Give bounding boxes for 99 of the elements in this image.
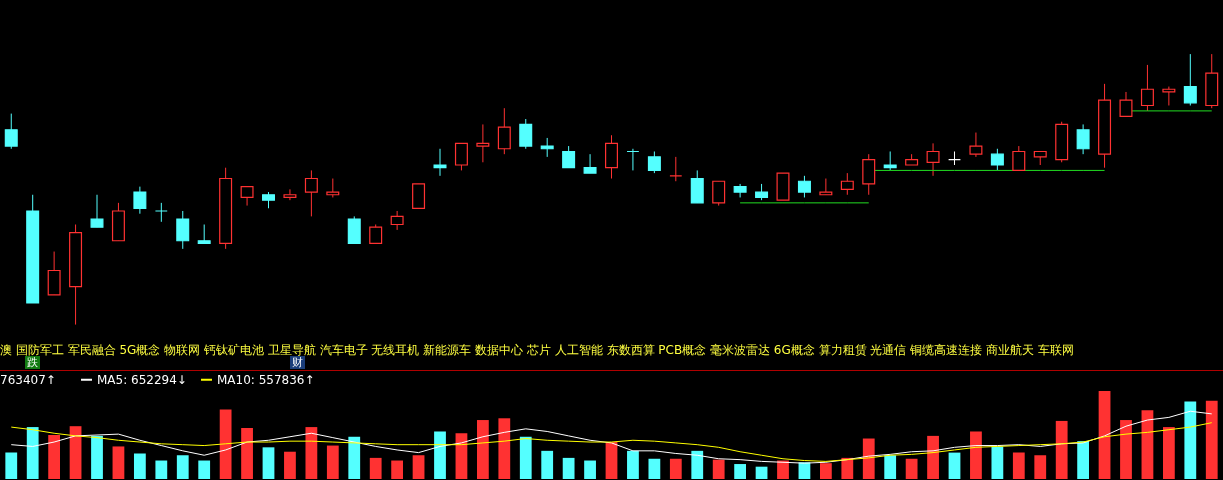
bar [26,427,39,479]
bar [1184,401,1197,479]
bar [841,457,854,479]
bar [734,464,747,479]
bar [176,455,189,479]
bar [1034,455,1047,479]
candlestick [283,188,297,201]
candlestick [1119,91,1133,117]
bar [241,427,253,479]
candlestick [583,153,597,174]
bar [326,445,339,479]
text: 财 [290,356,305,369]
bar [1141,410,1154,479]
bar [1205,400,1218,479]
candlestick [476,123,490,163]
bar [519,436,532,479]
bar [198,460,211,479]
candlestick [133,186,147,215]
bar [562,457,575,479]
bar [819,463,832,479]
bar [712,459,725,479]
bar [155,460,168,479]
bar [434,431,446,479]
bar [476,420,489,479]
bar [669,458,682,479]
bar [777,460,789,479]
bar [755,466,768,479]
candlestick [1162,86,1176,106]
candlestick [369,224,383,245]
candlestick [948,150,961,166]
candlestick [1076,123,1090,155]
candlestick [390,210,404,231]
candlestick [1012,145,1026,172]
bar [91,435,103,479]
bar [1077,441,1090,479]
candlestick [990,148,1004,171]
bar [605,442,618,479]
bar [884,455,897,479]
candlestick [562,145,576,169]
bar [584,460,596,479]
candlestick [540,137,554,158]
bar [648,458,661,479]
candlestick [840,172,854,196]
candlestick [712,180,726,207]
bar [905,458,918,479]
legend-label: MA5: 652294↓ [97,372,187,387]
candlestick [1140,64,1154,112]
bar [1098,391,1111,479]
legend-label: MA10: 557836↑ [217,372,315,387]
bar [1012,452,1025,479]
candlestick [90,194,104,228]
bar [862,438,875,479]
candlestick [304,169,318,217]
candlestick [433,148,447,177]
bar [948,452,961,479]
bar [1120,420,1132,479]
bar [970,431,982,479]
candlestick [969,132,983,158]
bar [262,447,275,479]
bar [284,451,296,479]
text: 763407↑ [0,373,56,387]
bar [927,435,939,479]
candlestick [819,178,833,196]
bar [627,450,639,479]
bar [133,453,146,479]
bar [69,426,82,479]
bar [305,427,318,479]
candlestick [176,210,190,250]
candlestick [669,156,683,182]
bar [541,450,554,479]
candlestick [926,142,940,177]
candlestick [326,178,340,198]
bar [112,446,125,479]
bar [369,457,382,479]
bar [412,455,425,479]
bar [1055,420,1068,479]
candlestick [797,175,811,198]
bar [691,450,704,479]
candlestick [647,150,661,174]
bar [391,460,404,479]
candlestick [519,118,533,150]
candlestick [626,148,640,171]
bar [348,436,361,479]
candlestick [4,113,18,150]
candlestick [197,224,211,245]
bar [48,435,61,479]
candlestick [154,202,168,223]
bar [5,452,18,479]
bar [991,446,1004,479]
candlestick [454,142,468,171]
bar [498,418,511,479]
bar [219,409,232,479]
bar [1162,427,1175,479]
candlestick [883,150,897,171]
text: 跌 [25,356,40,369]
candlestick [1183,53,1197,106]
candlestick [497,107,511,155]
candlestick [240,186,254,207]
text: 澳 国防军工 军民融合 5G概念 物联网 钙钛矿电池 卫星导航 汽车电子 无线耳机 新能源车 数据中心 芯片 人工智能 东数西算 PCB概念 毫米波雷达 6G概念 算力租赁 光通信 铜缆高速连接 商业航天 车联网 [0,342,1074,357]
